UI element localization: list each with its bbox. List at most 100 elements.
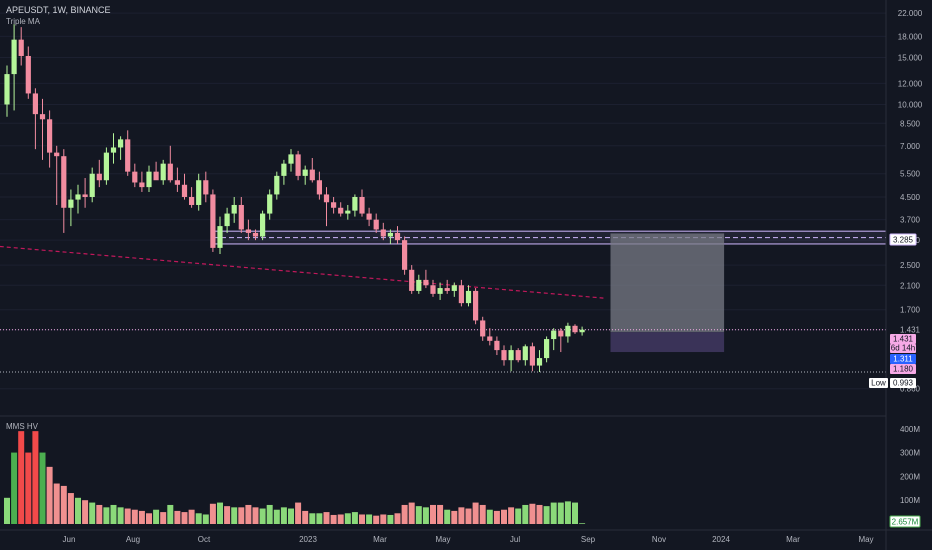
- countdown-tag: 6d 14h: [891, 344, 915, 353]
- volume-bar: [557, 502, 564, 524]
- time-tick-label: Nov: [652, 535, 666, 544]
- level-a-tag: 1.311: [893, 355, 913, 364]
- price-tick-label: 12.000: [898, 79, 923, 88]
- candle-body: [231, 204, 237, 214]
- volume-bar: [508, 507, 515, 524]
- time-tick-label: Mar: [786, 535, 800, 544]
- volume-bar: [330, 514, 337, 524]
- candle-body: [416, 279, 422, 291]
- indicator-label[interactable]: Triple MA: [6, 17, 41, 26]
- candle-body: [394, 232, 401, 241]
- chart-grid: [0, 12, 886, 390]
- volume-bar: [202, 514, 209, 524]
- candle-body: [451, 285, 457, 291]
- candle-body: [245, 229, 251, 233]
- candle-body: [508, 350, 514, 361]
- resistance-zone[interactable]: [212, 230, 887, 245]
- candle-body: [501, 350, 507, 361]
- candle-body: [118, 139, 124, 148]
- volume-bar: [4, 497, 10, 524]
- candle-body: [480, 320, 486, 337]
- candle-body: [444, 288, 450, 291]
- candle-body: [352, 196, 358, 211]
- volume-bar: [188, 509, 195, 524]
- volume-bar: [252, 507, 259, 524]
- candle-body: [274, 175, 280, 195]
- candle-body: [309, 169, 315, 181]
- candle-body: [366, 213, 372, 220]
- current-volume-tag-bg: [889, 515, 921, 528]
- time-tick-label: 2024: [712, 535, 730, 544]
- candle-body: [331, 202, 337, 208]
- candle-body: [238, 204, 244, 230]
- price-tick-label: 0.860: [900, 385, 921, 394]
- volume-bar: [110, 504, 117, 524]
- zone-price-tag: 3.285: [893, 236, 914, 245]
- low-label-tag-bg: [869, 378, 888, 388]
- candle-body: [146, 171, 152, 188]
- candle-body: [75, 194, 81, 200]
- candle-body: [160, 163, 166, 181]
- volume-bar: [408, 502, 415, 524]
- candle-body: [558, 330, 564, 337]
- volume-bar: [39, 452, 46, 524]
- volume-pane-label[interactable]: MMS HV: [6, 422, 39, 431]
- volume-bar: [46, 466, 53, 524]
- candle-body: [174, 180, 180, 185]
- volume-axis[interactable]: 400M 300M 200M 100M: [900, 425, 920, 505]
- candle-body: [565, 325, 571, 337]
- candle-body: [139, 182, 145, 188]
- volume-bar: [359, 514, 365, 524]
- symbol-title[interactable]: APEUSDT, 1W, BINANCE: [6, 5, 111, 15]
- candle-body: [39, 114, 46, 120]
- candle-body: [252, 232, 259, 237]
- candle-body: [196, 180, 202, 205]
- long-position-box[interactable]: [610, 233, 725, 353]
- volume-bar: [472, 502, 479, 524]
- candle-body: [25, 55, 31, 94]
- price-guide-lines: [0, 329, 886, 373]
- volume-bar: [493, 510, 500, 524]
- time-axis[interactable]: Jun Aug Oct 2023 Mar May Jul Sep Nov 2024 Mar May: [63, 535, 874, 544]
- volume-bar: [259, 508, 266, 524]
- candle-body: [125, 139, 131, 172]
- candle-body: [551, 330, 557, 340]
- candle-body: [4, 74, 10, 105]
- candle-body: [47, 119, 53, 153]
- countdown-tag-bg: [890, 344, 916, 353]
- volume-bar: [181, 512, 188, 524]
- volume-bar: [25, 452, 32, 524]
- volume-bar: [89, 502, 96, 524]
- candle-body: [458, 285, 464, 304]
- price-tick-label: 7.000: [900, 142, 921, 151]
- volume-bar: [529, 503, 536, 524]
- candle-body: [11, 39, 17, 75]
- volume-tick-label: 200M: [900, 472, 920, 481]
- volume-bar: [351, 512, 358, 524]
- price-tick-label: 10.000: [898, 100, 923, 109]
- volume-bar: [543, 506, 550, 524]
- price-tick-label: 1.700: [900, 306, 921, 315]
- candle-body: [288, 154, 294, 164]
- volume-tick-label: 100M: [900, 496, 920, 505]
- price-tick-label: 2.500: [900, 261, 921, 270]
- time-tick-label: Oct: [198, 535, 211, 544]
- low-price-tag: 0.993: [893, 379, 914, 388]
- price-tick-label: 2.100: [900, 281, 921, 290]
- candle-body: [402, 240, 408, 270]
- volume-bar: [316, 513, 323, 524]
- level-b-tag-bg: [890, 364, 916, 374]
- candle-body: [210, 194, 216, 248]
- price-tick-label: 22.000: [898, 9, 923, 18]
- volume-bar: [380, 514, 387, 524]
- candle-body: [465, 290, 472, 304]
- candle-body: [409, 269, 415, 291]
- candle-body: [316, 180, 322, 195]
- level-b-tag: 1.180: [893, 365, 914, 374]
- volume-bar: [238, 507, 245, 524]
- price-tick-label: 18.000: [898, 32, 923, 41]
- candle-body: [167, 163, 173, 181]
- low-label-tag: Low: [871, 379, 886, 388]
